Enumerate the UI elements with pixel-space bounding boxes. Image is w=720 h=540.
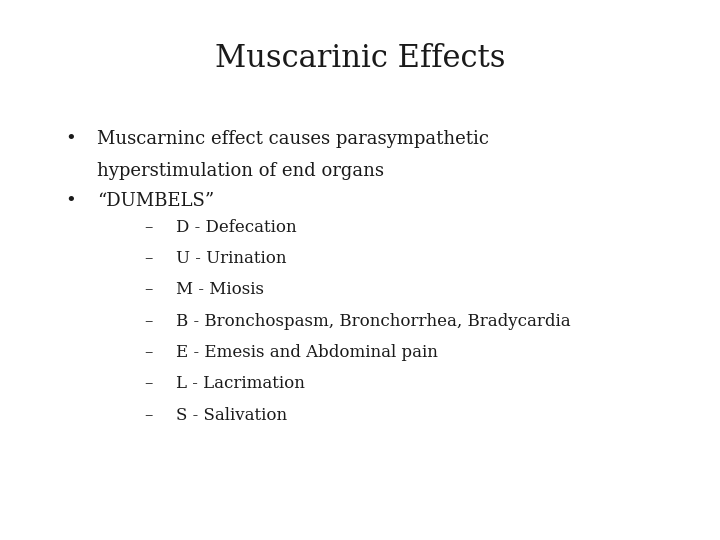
Text: E - Emesis and Abdominal pain: E - Emesis and Abdominal pain: [176, 344, 438, 361]
Text: –: –: [144, 344, 153, 361]
Text: hyperstimulation of end organs: hyperstimulation of end organs: [97, 162, 384, 180]
Text: –: –: [144, 407, 153, 423]
Text: S - Salivation: S - Salivation: [176, 407, 287, 423]
Text: “DUMBELS”: “DUMBELS”: [97, 192, 215, 210]
Text: D - Defecation: D - Defecation: [176, 219, 297, 235]
Text: Muscarinic Effects: Muscarinic Effects: [215, 43, 505, 74]
Text: •: •: [65, 192, 76, 210]
Text: L - Lacrimation: L - Lacrimation: [176, 375, 305, 392]
Text: U - Urination: U - Urination: [176, 250, 287, 267]
Text: –: –: [144, 281, 153, 298]
Text: –: –: [144, 375, 153, 392]
Text: Muscarninc effect causes parasympathetic: Muscarninc effect causes parasympathetic: [97, 130, 489, 147]
Text: –: –: [144, 313, 153, 329]
Text: •: •: [65, 130, 76, 147]
Text: –: –: [144, 219, 153, 235]
Text: B - Bronchospasm, Bronchorrhea, Bradycardia: B - Bronchospasm, Bronchorrhea, Bradycar…: [176, 313, 571, 329]
Text: M - Miosis: M - Miosis: [176, 281, 264, 298]
Text: –: –: [144, 250, 153, 267]
